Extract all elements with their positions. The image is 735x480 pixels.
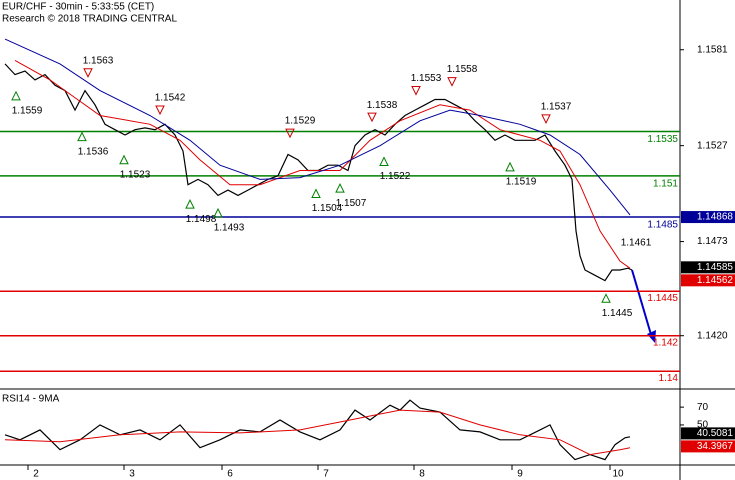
low-label: 1.1498 [186, 214, 217, 225]
low-label: 1.1522 [380, 171, 411, 182]
value-box-label: 40.5081 [697, 428, 734, 439]
level-label: 1.1485 [647, 220, 678, 231]
low-label: 1.1519 [506, 177, 537, 188]
low-label: 1.1493 [214, 223, 245, 234]
high-label: 1.1537 [541, 102, 572, 113]
high-marker [155, 105, 165, 116]
low-label: 1.1445 [602, 308, 633, 319]
level-label: 1.142 [653, 337, 678, 348]
value-box-label: 1.14585 [697, 262, 734, 273]
high-marker [367, 112, 377, 123]
low-marker [379, 156, 389, 167]
low-marker [11, 90, 21, 101]
x-tick-label: 10 [612, 469, 624, 480]
rsi-title: RSI14 - 9MA [2, 394, 60, 405]
series-line [4, 38, 631, 216]
y-tick-label: 1.1581 [697, 44, 728, 55]
x-tick-label: 9 [517, 469, 523, 480]
x-tick-label: 8 [419, 469, 425, 480]
low-label: 1.1559 [12, 105, 43, 116]
y-tick-label: 70 [697, 402, 709, 413]
low-marker [185, 199, 195, 209]
series-line [4, 399, 631, 461]
high-marker [285, 128, 295, 139]
level-label: 1.1445 [647, 293, 678, 304]
low-label: 1.1504 [312, 203, 343, 214]
low-marker [77, 131, 87, 142]
level-label: 1.151 [653, 178, 678, 189]
series-line [4, 409, 631, 456]
low-marker [213, 207, 223, 218]
low-marker [335, 183, 345, 193]
chart-title: EUR/CHF - 30min - 5:33:55 (CET) [2, 2, 154, 13]
high-marker [83, 68, 93, 78]
high-label: 1.1529 [285, 116, 316, 127]
high-label: 1.1563 [83, 55, 114, 66]
high-label: 1.1553 [411, 73, 442, 84]
value-box [681, 440, 735, 453]
low-marker [311, 188, 321, 199]
low-label: 1.1536 [78, 146, 109, 157]
value-box-label: 1.14868 [697, 212, 734, 223]
high-label: 1.1558 [447, 64, 478, 75]
level-label: 1.1535 [647, 134, 678, 145]
chart-subtitle: Research © 2018 TRADING CENTRAL [2, 14, 177, 25]
series-line [4, 63, 633, 282]
low-marker [601, 293, 611, 303]
low-marker [119, 154, 129, 165]
value-box [681, 427, 735, 440]
y-tick-label: 1.1420 [697, 330, 728, 341]
x-tick-label: 2 [33, 469, 39, 480]
arrow-head [647, 330, 656, 343]
value-box [681, 274, 735, 287]
value-box-label: 1.14562 [697, 275, 734, 286]
value-box [681, 211, 735, 224]
high-label: 1.1538 [367, 100, 398, 111]
low-label: 1.1507 [336, 198, 367, 209]
x-tick-label: 6 [227, 469, 233, 480]
x-tick-label: 3 [129, 469, 135, 480]
value-box-label: 34.3967 [697, 441, 734, 452]
low-marker [505, 161, 515, 172]
y-tick-label: 50 [697, 420, 709, 431]
high-marker [447, 77, 457, 87]
note-label: 1.1461 [621, 238, 652, 249]
projection-arrow [631, 269, 653, 339]
low-label: 1.1523 [120, 169, 151, 180]
y-tick-label: 1.1473 [697, 236, 728, 247]
series-line [14, 59, 631, 269]
level-label: 1.14 [659, 373, 679, 384]
high-marker [541, 114, 551, 125]
value-box [681, 261, 735, 274]
x-tick-label: 7 [323, 469, 329, 480]
y-tick-label: 1.1527 [697, 140, 728, 151]
high-marker [411, 85, 421, 96]
high-label: 1.1542 [155, 93, 186, 104]
